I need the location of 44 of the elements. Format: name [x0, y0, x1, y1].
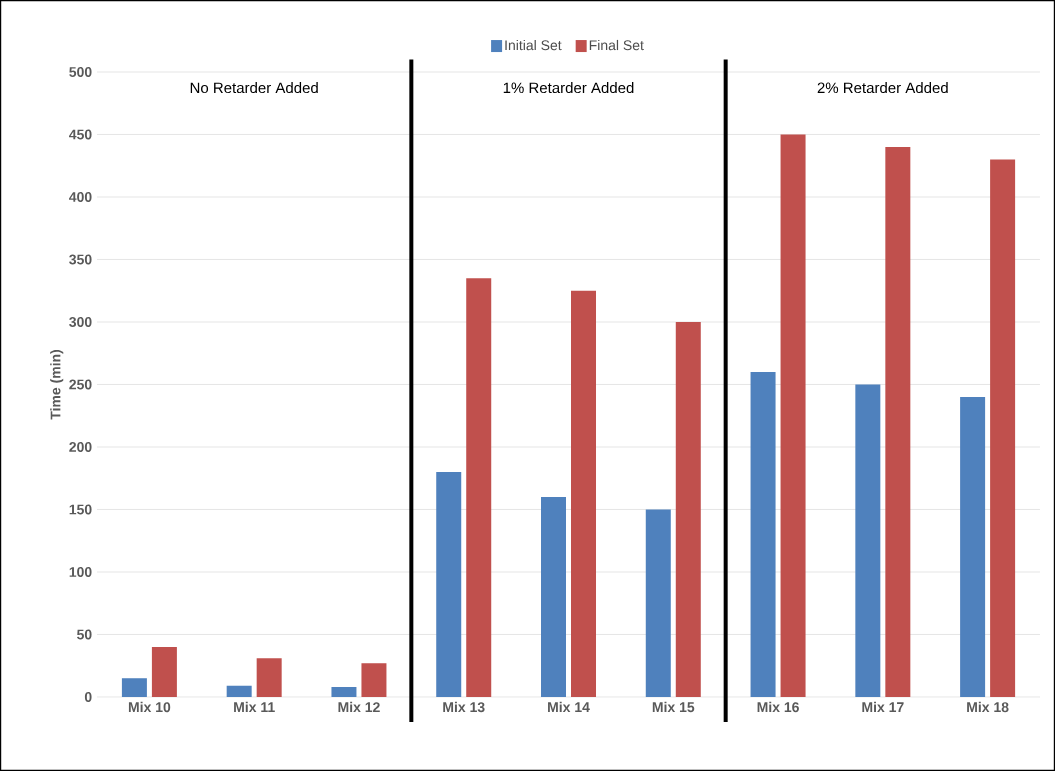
y-tick-label: 300	[69, 317, 92, 327]
x-tick-label: Mix 12	[338, 701, 380, 712]
bar	[466, 278, 492, 697]
bar	[151, 646, 177, 697]
y-tick-label: 0	[84, 692, 92, 702]
bar	[256, 658, 282, 697]
x-tick-label: Mix 11	[234, 701, 275, 712]
y-tick-label: 400	[69, 192, 92, 202]
y-tick-label: 500	[69, 67, 92, 77]
y-tick-label: 100	[69, 567, 92, 577]
x-tick-label: Mix 10	[128, 701, 171, 713]
y-tick-label: 250	[69, 379, 92, 390]
y-axis-title: Time (min)	[50, 349, 64, 420]
y-tick-label: 200	[69, 442, 92, 452]
annotation: No Retarder Added	[190, 82, 318, 94]
x-tick-label: Mix 15	[652, 701, 695, 713]
bar	[675, 321, 701, 697]
bar	[855, 384, 881, 697]
bar	[541, 496, 566, 697]
y-tick-label: 350	[69, 254, 92, 265]
bar	[645, 509, 671, 697]
x-tick-label: Mix 18	[967, 701, 1009, 713]
annotation: 1% Retarder Added	[503, 82, 634, 94]
legend-label: Final Set	[589, 39, 644, 51]
y-tick-label: 50	[77, 629, 92, 640]
y-tick-label: 150	[69, 504, 92, 515]
y-tick-label: 450	[69, 129, 92, 140]
bar	[780, 134, 806, 697]
annotation: 2% Retarder Added	[817, 82, 948, 94]
bar	[571, 290, 597, 697]
x-tick-label: Mix 16	[757, 701, 799, 713]
bar	[121, 678, 147, 697]
bar	[750, 371, 776, 697]
bar	[226, 685, 252, 697]
x-tick-label: Mix 13	[443, 701, 485, 713]
bar	[885, 146, 911, 697]
bar	[331, 686, 357, 697]
x-tick-label: Mix 17	[862, 701, 904, 712]
legend-label: Initial Set	[505, 39, 562, 51]
bar	[960, 396, 986, 697]
bar	[990, 159, 1016, 697]
x-tick-label: Mix 14	[548, 701, 590, 712]
bar	[436, 471, 462, 697]
bar	[361, 663, 387, 697]
